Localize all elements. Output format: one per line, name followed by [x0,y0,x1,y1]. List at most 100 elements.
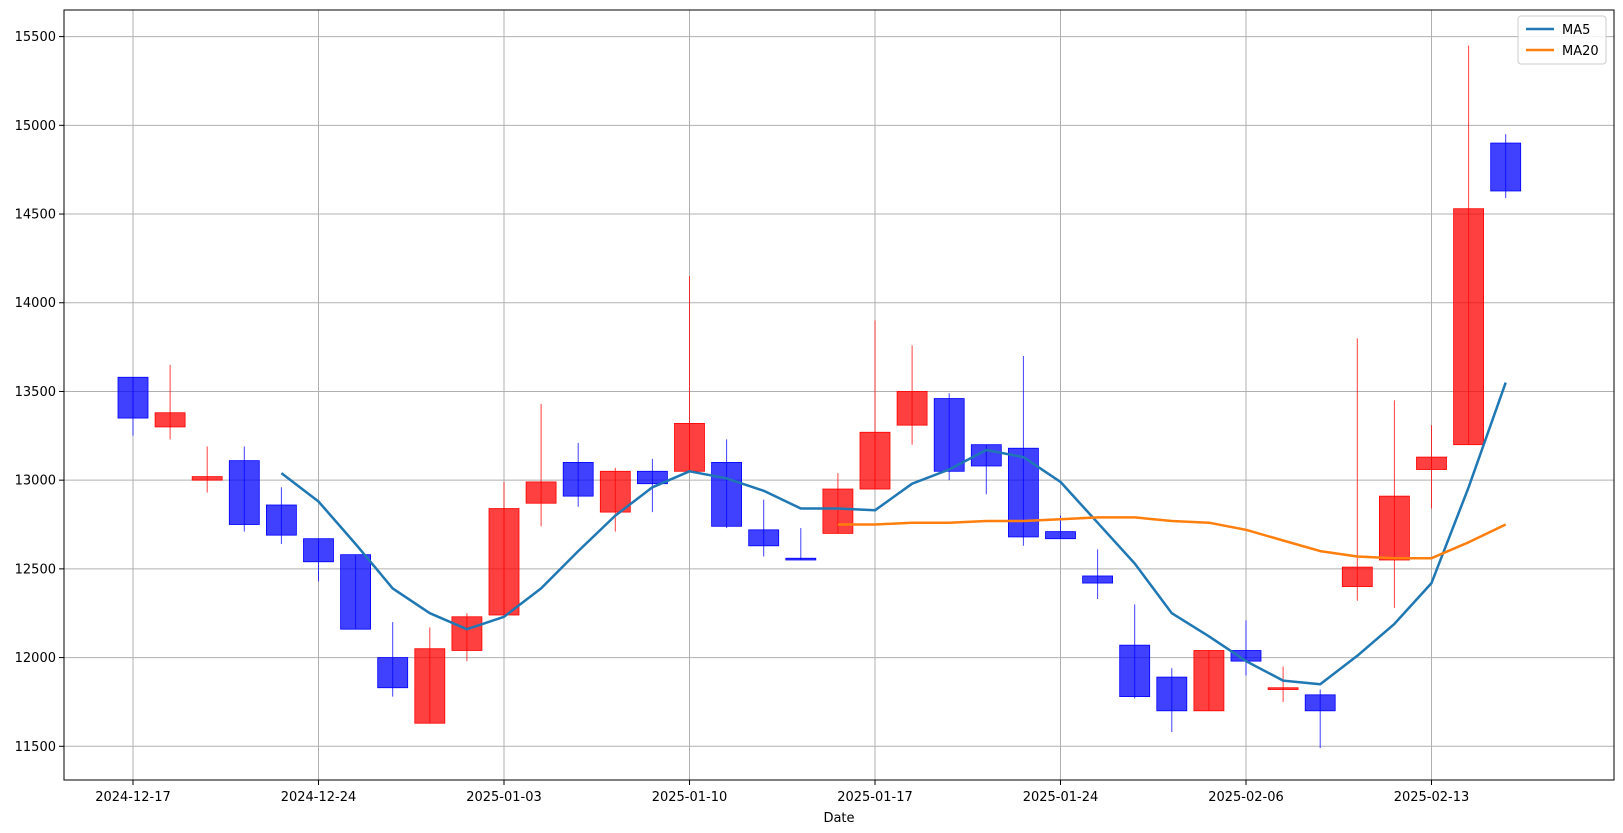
candle-body [562,462,594,497]
candle-down [933,393,965,481]
candle-body [1341,566,1373,588]
candle-body [1416,456,1447,470]
candle-body [1379,495,1410,561]
candle-down [265,487,297,545]
candle-up [1193,650,1225,712]
y-tick-label: 13500 [15,385,56,400]
candle-body [414,648,446,724]
y-tick-label: 15000 [15,119,56,134]
candle-up [414,627,446,724]
candle-body [822,488,854,534]
candle-up [1453,45,1484,446]
candle-body [1045,531,1076,540]
candle-up [1416,425,1447,509]
candle-body [1490,142,1522,192]
legend-ma5-label: MA5 [1562,23,1590,38]
candle-down [340,554,372,630]
y-tick-label: 12500 [15,562,56,577]
candle-up [1379,400,1410,608]
ma5-line [280,382,1507,686]
candle-body [154,412,186,428]
y-axis-ticks: 11500 12000 12500 13000 13500 14000 14500 15000… [15,30,64,755]
plot-frame [63,9,1615,781]
y-tick-label: 14000 [15,296,56,311]
candle-body [1082,575,1113,584]
candle-body [1156,676,1188,712]
candle-down [637,458,668,513]
candle-down [117,376,149,436]
candle-down [711,439,742,529]
x-tick-label: 2025-02-06 [1208,790,1284,805]
candle-up [859,320,891,490]
x-axis-ticks: 2024-12-17 2024-12-24 2025-01-03 2025-01-10… [95,780,1469,805]
candle-up [599,467,631,532]
candle-body [896,391,928,426]
candle-body [748,529,780,547]
candle-up [191,446,223,493]
candle-body [1304,694,1336,712]
candle-body [377,657,409,689]
candle-up [154,364,186,440]
candle-down [748,499,780,557]
y-tick-label: 14500 [15,208,56,223]
x-axis-title: Date [823,811,854,826]
y-tick-label: 15500 [15,30,56,45]
candle-body [117,376,149,419]
y-tick-label: 11500 [15,740,56,755]
x-tick-label: 2025-01-17 [837,790,913,805]
candle-down [1304,689,1336,749]
candle-body [637,470,668,485]
candle-body [1453,208,1484,446]
candle-down [562,442,594,507]
candle-body [451,616,483,651]
candle-up [525,403,557,527]
candle-body [265,504,297,536]
candle-down [303,538,334,582]
y-tick-label: 12000 [15,651,56,666]
x-tick-label: 2025-01-03 [466,790,542,805]
legend-ma20-label: MA20 [1562,44,1599,59]
candle-body [303,538,334,563]
candle-down [970,444,1002,495]
candle-body [1230,650,1262,662]
x-tick-label: 2025-01-10 [652,790,728,805]
candle-up [488,481,520,616]
candle-body [674,422,705,472]
candle-body [525,481,557,504]
candle-down [1156,668,1188,733]
x-tick-label: 2025-02-13 [1394,790,1470,805]
candle-body [1008,447,1039,538]
candle-body [599,470,631,513]
candle-body [970,444,1002,467]
candle-body [340,554,372,630]
candle-down [377,622,409,697]
candle-up [1267,666,1299,702]
candle-up [674,276,705,472]
candle-body [488,508,520,616]
candle-body [711,462,742,527]
candle-down [228,446,260,532]
x-tick-label: 2024-12-17 [95,790,171,805]
candle-body [1267,687,1299,690]
candle-up [822,473,854,534]
candle-down [1119,604,1151,699]
candle-body [1193,650,1225,712]
candle-body [933,398,965,472]
y-tick-label: 13000 [15,474,56,489]
candle-down [785,528,817,561]
candle-body [228,460,260,525]
ma-lines-layer [280,382,1507,686]
x-tick-label: 2025-01-24 [1023,790,1099,805]
legend: MA5 MA20 [1517,15,1607,65]
candle-body [1119,644,1151,698]
candle-body [191,476,223,481]
candle-body [785,557,817,561]
candle-down [1082,549,1113,600]
candle-up [896,345,928,445]
candle-up [451,613,483,662]
x-tick-label: 2024-12-24 [281,790,357,805]
ma20-line [837,516,1507,560]
candle-down [1490,134,1522,199]
